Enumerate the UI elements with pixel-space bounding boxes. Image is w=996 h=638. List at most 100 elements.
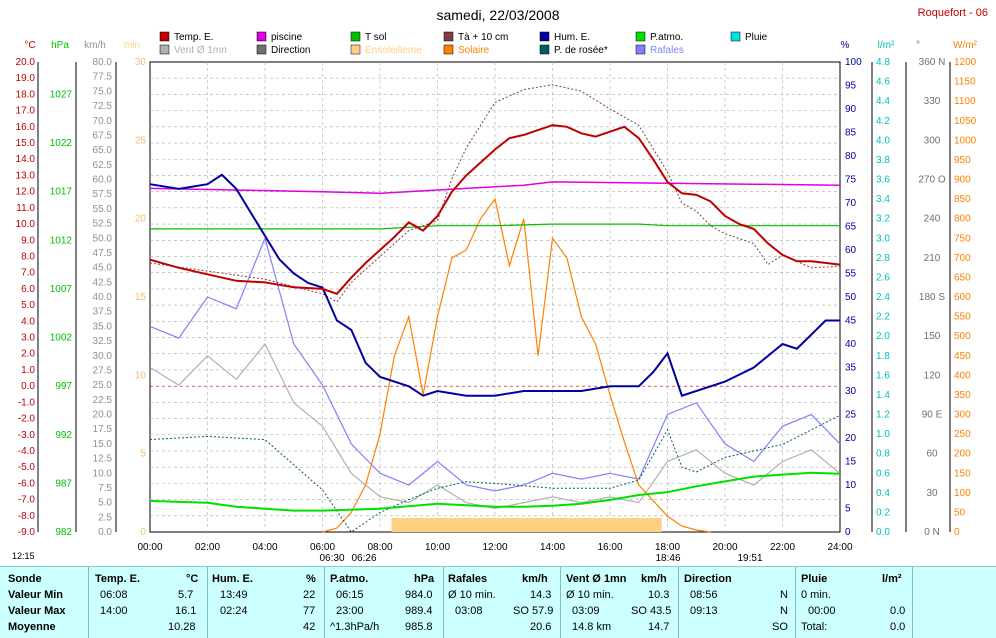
legend-label-3: Tà + 10 cm [458,32,508,43]
humidity-tick: 0 [845,527,851,538]
humidity-tick: 30 [845,386,857,397]
wind-tick: 20.0 [93,410,113,421]
patmo-min: 984.0 [405,589,433,601]
wind-tick: 0.0 [98,527,112,538]
legend-swatch-2 [350,31,361,42]
legend-label-9: Ensoleilleme [365,45,422,56]
x-tick-label: 06:00 [310,542,335,553]
solar-tick: 200 [954,449,971,460]
temp-tick: 8.0 [21,251,35,262]
temp-tick: 7.0 [21,268,35,279]
wind-tick: 77.5 [93,72,113,83]
humidity-tick: 85 [845,128,857,139]
solar-axis-unit: W/m² [953,40,978,51]
minutes-tick: 10 [135,370,147,381]
wind-tick: 35.0 [93,321,113,332]
legend-label-5: P.atmo. [650,32,683,43]
temp-tick: 20.0 [16,57,36,68]
patmo-avg: 985.8 [405,621,433,633]
sunshine-band [391,518,662,532]
wind-tick: 37.5 [93,307,113,318]
legend-swatch-8 [256,44,267,55]
direction-tick: 300 [924,135,941,146]
humidity-tick: 75 [845,175,857,186]
vent-min: 10.3 [648,589,670,601]
x-tick-label: 08:00 [367,542,392,553]
temp-tick: -1.0 [18,397,36,408]
wind-tick: 32.5 [93,336,113,347]
patmo-trend: ^1.3hPa/h [330,621,380,633]
solar-tick: 0 [954,527,960,538]
rain-tick: 3.6 [876,175,890,186]
solar-line [322,197,711,533]
temp-tick: 9.0 [21,235,35,246]
direction-max-time: 09:13 [690,605,718,617]
temp-tick: 13.0 [16,170,36,181]
x-tick-label: 20:00 [712,542,737,553]
legend-swatch-11 [539,44,550,55]
rain-tick: 2.6 [876,272,890,283]
solar-tick: 1200 [954,57,977,68]
legend-label-1: piscine [271,32,303,43]
direction-min-time: 08:56 [690,589,718,601]
wind-tick: 22.5 [93,395,113,406]
legend-label-12: Rafales [650,45,684,56]
solar-tick: 100 [954,488,971,499]
temp-tick: -9.0 [18,527,36,538]
rain-tick: 0.4 [876,488,890,499]
pressure-tick: 992 [55,430,72,441]
temp-tick: -8.0 [18,511,36,522]
rain-tick: 1.8 [876,351,890,362]
humidity-tick: 50 [845,292,857,303]
temp-tick: -6.0 [18,478,36,489]
wind-tick: 67.5 [93,130,113,141]
pressure-tick: 982 [55,527,72,538]
legend-label-8: Direction [271,45,310,56]
x-tick-label: 14:00 [540,542,565,553]
pluie-max-time: 00:00 [808,605,836,617]
temp-max-time: 14:00 [100,605,128,617]
wind-tick: 7.5 [98,483,112,494]
x-tick-label: 18:00 [655,542,680,553]
vent-distance: 14.8 km [572,621,612,633]
temp-tick: -2.0 [18,414,36,425]
direction-tick: 150 [924,331,941,342]
sun-marker: 06:26 [351,553,376,564]
wind-tick: 70.0 [93,116,113,127]
wind-tick: 57.5 [93,189,113,200]
legend-swatch-5 [635,31,646,42]
rain-tick: 1.0 [876,429,890,440]
sunrise-time: 12:15 [12,551,35,561]
direction-header: Direction [684,573,732,585]
pressure-tick: 1002 [50,333,73,344]
sun-marker: 18:46 [655,553,680,564]
legend-swatch-3 [443,31,454,42]
legend-swatch-9 [350,44,361,55]
solar-tick: 750 [954,233,971,244]
wind-line [149,342,841,510]
temp-tick: 3.0 [21,333,35,344]
patmo-unit: hPa [414,573,435,585]
humidity-tick: 80 [845,151,857,162]
solar-tick: 350 [954,390,971,401]
solar-tick: 1050 [954,116,977,127]
solar-tick: 800 [954,214,971,225]
rain-tick: 4.0 [876,135,890,146]
rain-tick: 1.2 [876,410,890,421]
minutes-tick: 25 [135,135,147,146]
legend-label-10: Solaire [458,45,490,56]
rain-tick: 3.2 [876,214,890,225]
hum-unit: % [306,573,316,585]
direction-tick: 120 [924,370,941,381]
rain-tick: 0.6 [876,468,890,479]
humidity-line [149,173,840,397]
humidity-tick: 70 [845,198,857,209]
solar-tick: 300 [954,410,971,421]
humidity-axis-unit: % [841,40,850,51]
solar-tick: 600 [954,292,971,303]
wind-tick: 55.0 [93,204,113,215]
solar-tick: 650 [954,272,971,283]
humidity-tick: 100 [845,57,862,68]
wind-tick: 72.5 [93,101,113,112]
temperature-line [149,124,841,295]
